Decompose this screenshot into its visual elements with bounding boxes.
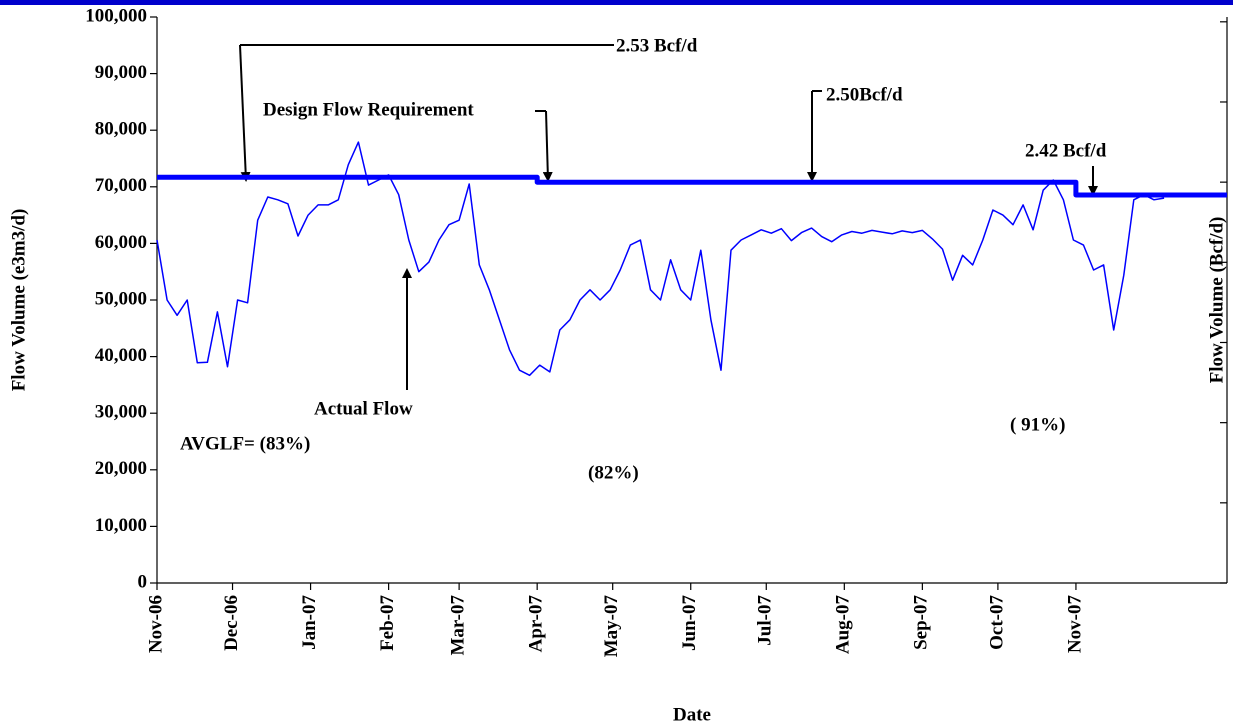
x-tick-label: Nov-07	[1064, 595, 1085, 654]
x-tick-label: Aug-07	[833, 595, 854, 655]
annotation: 2.50Bcf/d	[826, 84, 903, 105]
x-tick-label: Feb-07	[377, 595, 398, 651]
x-tick-label: Nov-06	[145, 595, 166, 653]
x-tick-label: Sep-07	[911, 595, 932, 650]
x-tick-label: Jun-07	[679, 595, 700, 651]
y-tick-label: 20,000	[95, 458, 147, 479]
annotation: Design Flow Requirement	[263, 99, 474, 120]
annotation: (82%)	[588, 462, 639, 483]
y-tick-label: 90,000	[95, 62, 147, 83]
y-tick-label: 40,000	[95, 345, 147, 366]
y-tick-label: 60,000	[95, 232, 147, 253]
x-tick-label: Jul-07	[755, 595, 776, 646]
arrow	[239, 44, 251, 182]
annotation: AVGLF= (83%)	[180, 433, 310, 454]
x-axis-label: Date	[673, 704, 711, 725]
x-tick-label: Jan-07	[299, 595, 320, 650]
y2-axis-label: Flow Volume (Bcf/d)	[1206, 217, 1227, 384]
arrow	[542, 110, 553, 182]
annotation: Actual Flow	[314, 398, 413, 419]
x-tick-label: Apr-07	[526, 595, 547, 653]
design-line	[157, 174, 1227, 198]
y-tick-label: 80,000	[95, 119, 147, 140]
y-tick-label: 70,000	[95, 175, 147, 196]
top-bar	[0, 0, 1233, 5]
y-tick-label: 0	[138, 571, 148, 592]
annotation: ( 91%)	[1010, 414, 1065, 435]
annotation: 2.53 Bcf/d	[616, 35, 698, 56]
x-tick-label: Dec-06	[221, 595, 242, 651]
x-tick-label: May-07	[601, 595, 622, 658]
data-line	[156, 141, 1165, 377]
annotation: 2.42 Bcf/d	[1025, 140, 1107, 161]
y-tick-label: 50,000	[95, 288, 147, 309]
x-tick-label: Mar-07	[447, 595, 468, 656]
y-tick-label: 100,000	[85, 5, 147, 26]
y-tick-label: 10,000	[95, 515, 147, 536]
y-axis-label: Flow Volume (e3m3/d)	[8, 209, 29, 392]
y-tick-label: 30,000	[95, 402, 147, 423]
x-tick-label: Oct-07	[986, 595, 1007, 650]
